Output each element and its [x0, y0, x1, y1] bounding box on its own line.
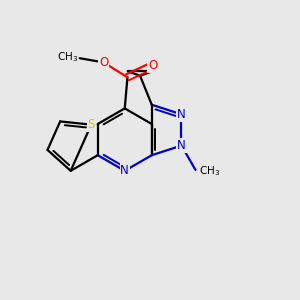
- Text: N: N: [177, 139, 186, 152]
- Text: O: O: [99, 56, 108, 69]
- Text: O: O: [148, 59, 158, 72]
- Text: CH$_3$: CH$_3$: [57, 51, 78, 64]
- Text: N: N: [177, 108, 186, 121]
- Text: N: N: [120, 164, 129, 177]
- Text: S: S: [88, 118, 95, 131]
- Text: CH$_3$: CH$_3$: [199, 164, 220, 178]
